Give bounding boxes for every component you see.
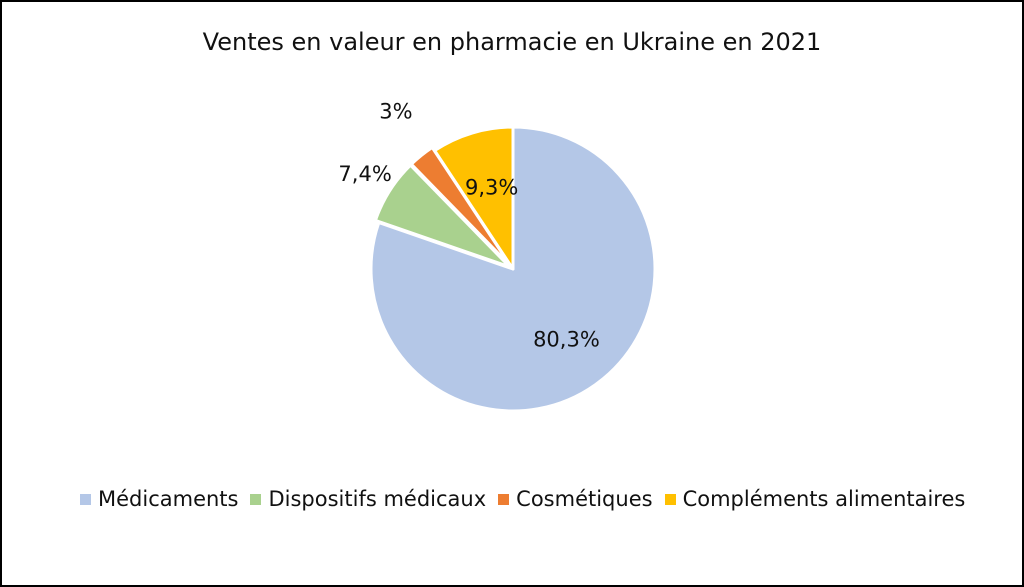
pie-chart: 80,3% 7,4% 3% 9,3%: [338, 99, 657, 413]
legend-swatch-medicaments: [80, 493, 91, 505]
legend-swatch-complements-alimentaires: [664, 493, 676, 505]
slice-medicaments: [369, 125, 657, 413]
label-complements-alimentaires: 9,3%: [465, 176, 518, 200]
legend-label-medicaments: Médicaments: [98, 487, 239, 511]
legend-item-dispositifs-medicaux: Dispositifs médicaux: [250, 487, 486, 511]
legend-item-cosmetiques: Cosmétiques: [498, 487, 653, 511]
legend-swatch-cosmetiques: [498, 493, 510, 505]
legend-swatch-dispositifs-medicaux: [250, 493, 262, 505]
legend-item-medicaments: Médicaments: [80, 487, 238, 511]
legend-label-complements-alimentaires: Compléments alimentaires: [682, 487, 966, 511]
legend-item-complements-alimentaires: Compléments alimentaires: [664, 487, 966, 511]
legend-label-cosmetiques: Cosmétiques: [516, 487, 653, 511]
label-dispositifs-medicaux: 7,4%: [338, 162, 391, 186]
legend-label-dispositifs-medicaux: Dispositifs médicaux: [268, 487, 487, 511]
legend: Médicaments Dispositifs médicaux Cosméti…: [80, 484, 965, 514]
slice-cosmetiques: [409, 145, 512, 268]
label-cosmetiques: 3%: [379, 99, 412, 123]
label-medicaments: 80,3%: [533, 327, 600, 351]
slice-complements-alimentaires: [433, 125, 515, 271]
chart-title: Ventes en valeur en pharmacie en Ukraine…: [202, 28, 822, 56]
